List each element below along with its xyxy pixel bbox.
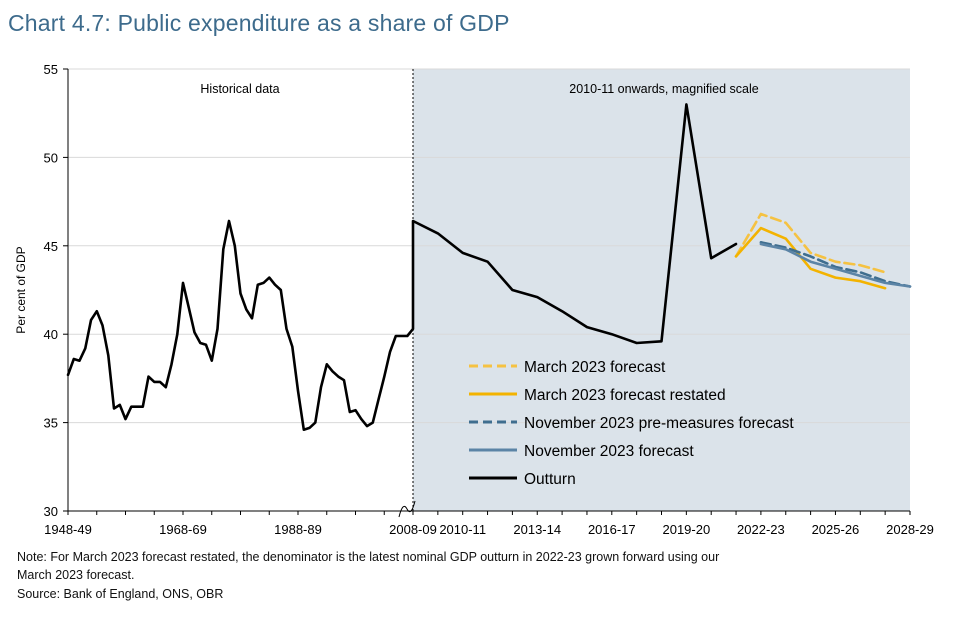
chart: March 2023 forecast March 2023 forecast r…: [14, 62, 934, 537]
legend-label: November 2023 pre-measures forecast: [524, 415, 794, 432]
legend-label: November 2023 forecast: [524, 443, 694, 460]
y-tick-label: 30: [44, 504, 58, 519]
x-tick-label: 2028-29: [886, 522, 934, 537]
series-line-outturn: [66, 103, 738, 432]
annotation-historical: Historical data: [200, 82, 279, 96]
legend-label: March 2023 forecast: [524, 359, 666, 376]
x-tick-label: 2022-23: [737, 522, 785, 537]
series-line-march-2023-forecast-restated: [734, 226, 887, 290]
source-line: Source: Bank of England, ONS, OBR: [17, 587, 224, 601]
y-tick-label: 50: [44, 150, 58, 165]
y-tick-label: 35: [44, 416, 58, 431]
x-tick-label: 2013-14: [513, 522, 561, 537]
x-tick-label: 2010-11: [439, 522, 486, 537]
note-line-1: Note: For March 2023 forecast restated, …: [17, 550, 720, 564]
legend-label: March 2023 forecast restated: [524, 387, 726, 404]
legend-label: Outturn: [524, 471, 576, 488]
annotation-magnified: 2010-11 onwards, magnified scale: [569, 82, 759, 96]
x-tick-label: 2019-20: [662, 522, 710, 537]
x-tick-label: 1948-49: [44, 522, 92, 537]
y-tick-label: 55: [44, 62, 58, 77]
x-tick-label: 1968-69: [159, 522, 207, 537]
x-tick-label: 2025-26: [812, 522, 860, 537]
x-tick-label: 2008-09: [389, 522, 437, 537]
series-line-november-2023-forecast: [759, 242, 912, 288]
note-line-2: March 2023 forecast.: [17, 568, 135, 582]
chart-title: Chart 4.7: Public expenditure as a share…: [8, 10, 510, 36]
x-tick-label: 1988-89: [274, 522, 322, 537]
magnified-region: [413, 69, 910, 511]
x-tick-label: 2016-17: [588, 522, 636, 537]
series-line-march-2023-forecast: [734, 212, 887, 274]
y-tick-label: 45: [44, 239, 58, 254]
axis-break-mark: [398, 500, 416, 518]
series-line-november-2023-pre-measures-forecast: [759, 241, 912, 288]
y-axis-label: Per cent of GDP: [14, 246, 28, 333]
y-tick-label: 40: [44, 327, 58, 342]
